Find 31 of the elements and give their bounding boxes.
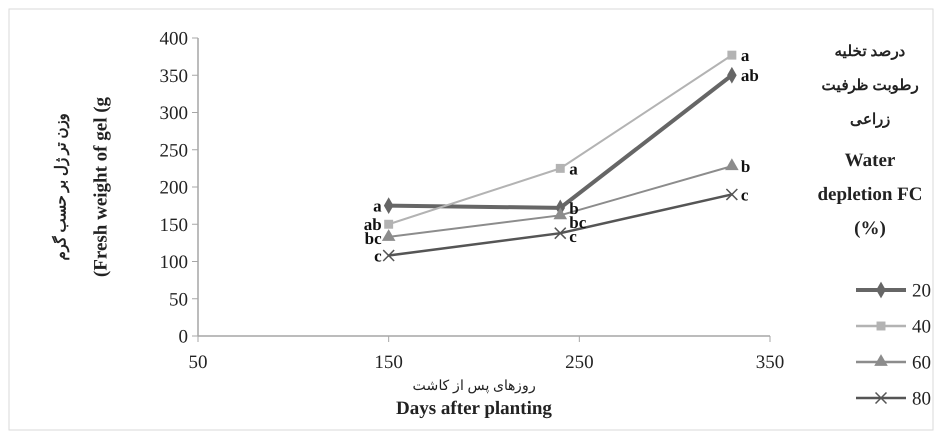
y-tick-label: 350	[160, 66, 188, 87]
annotation: bc	[364, 229, 382, 248]
annotation: b	[740, 157, 750, 176]
x-tick-label: 50	[188, 352, 208, 373]
legend-label: 20	[912, 280, 931, 302]
y-tick-label: 200	[160, 178, 188, 199]
annotation: ab	[740, 66, 759, 86]
y-tick-label: 150	[160, 214, 188, 236]
annotation: a	[569, 159, 578, 178]
annotation: c	[374, 246, 382, 266]
annotation: a	[740, 46, 750, 66]
point	[726, 188, 738, 201]
y-tick-label: 50	[169, 289, 188, 310]
point	[556, 164, 565, 173]
annotation: a	[373, 196, 382, 216]
x-tick-label: 250	[565, 352, 594, 373]
point	[727, 50, 736, 60]
y-tick-label: 300	[160, 103, 188, 124]
point	[382, 249, 395, 262]
legend-label: 80	[912, 388, 931, 410]
annotation: c	[740, 185, 749, 204]
x-tick-label: 350	[756, 352, 784, 373]
point	[384, 220, 394, 229]
point	[554, 226, 566, 240]
y-tick-label: 100	[160, 252, 188, 274]
legend-label: 40	[912, 316, 931, 338]
y-tick-label: 0	[178, 326, 188, 348]
legend-label: 60	[912, 352, 931, 374]
y-tick-label: 250	[160, 140, 188, 162]
x-tick-label: 150	[374, 352, 403, 373]
y-tick-label: 400	[160, 28, 188, 50]
